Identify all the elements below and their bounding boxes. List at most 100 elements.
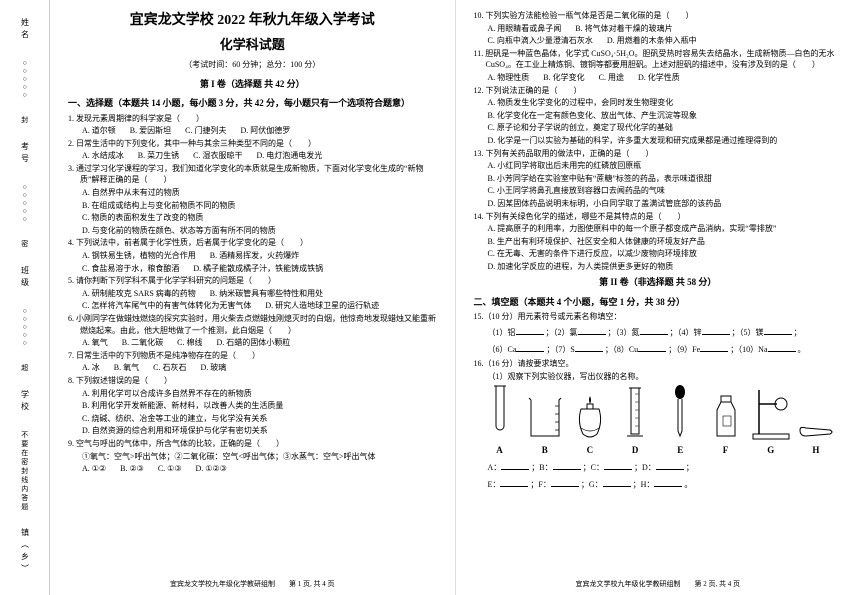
subject-title: 化学科试题 [68,35,437,55]
q3: 3. 通过学习化学课程的学习，我们知道化学变化的本质就是生成新物质，下面对化学变… [68,163,437,186]
q9-b: B. ②③ [120,463,144,475]
q5: 5. 请你判断下列学科不属于化学学科研究的问题是（ ） [68,275,437,287]
blank[interactable] [604,461,632,470]
q6-a: A. 氧气 [82,337,108,349]
q4-a: A. 钢铁易生锈，植物的光合作用 [82,250,196,262]
sectionB-title: 二、填空题（本题共 4 个小题，每空 1 分，共 38 分） [474,296,843,310]
q1: 1. 发现元素周期律的科学家是（ ） [68,113,437,125]
blank[interactable] [578,326,606,335]
q14-b: B. 生产出有利环境保护、社区安全和人体健康的环境友好产品 [474,236,843,248]
q7-c: C. 石灰石 [153,362,186,374]
q5-b: B. 纳米碳管具有哪些特性和用处 [210,288,323,300]
q12-c: C. 原子论和分子学说的创立，奠定了现代化学的基础 [474,122,843,134]
fEnd: 。 [684,480,692,489]
apparatus-G: G [751,384,791,458]
q15-8: ；（8）Cu [605,345,638,354]
blank[interactable] [654,478,682,487]
q8-c: C. 烧碱、纺织、冶金等工业的建立，与化学没有关系 [68,413,437,425]
q5-c: C. 怎样将汽车尾气中的有害气体转化为无害气体 [82,300,251,312]
part1-title: 第 I 卷（选择题 共 42 分） [68,78,437,92]
q14-c: C. 在无毒、无害的条件下进行反应，以减少废物向环境排放 [474,248,843,260]
blank[interactable] [638,343,666,352]
blank[interactable] [575,343,603,352]
margin-word-2: 密 [19,240,30,249]
q11: 11. 胆矾是一种蓝色晶体，化学式 CuSO₄·5H₂O。胆矾受热时容易失去结晶… [474,48,843,71]
blank[interactable] [656,461,684,470]
fC: ；C： [583,463,604,472]
blank[interactable] [702,326,730,335]
blank[interactable] [516,326,544,335]
apparatus-row: A B C D [480,389,837,457]
bottle-icon [711,392,741,442]
q15-6: （6）Ca [488,345,517,354]
q11-c: C. 用途 [599,72,624,84]
dropper-icon [672,384,688,442]
q5-a: A. 研制能攻克 SARS 病毒的药物 [82,288,196,300]
q6-opts: A. 氧气 B. 二氧化碳 C. 棉线 D. 石蜡的固体小颗粒 [68,337,437,349]
footer-2: 宜宾龙文学校九年级化学教研组制 第 2 页, 共 4 页 [474,575,843,590]
margin-dots-3: ○○○○○ [19,307,30,347]
q4-opts2: C. 食盐易溶于水，粮食酿酒 D. 橘子能散成橘子汁，铁能铸成铁锅 [68,263,437,275]
margin-word-1: 封 [19,116,30,125]
q11-opts: A. 物理性质 B. 化学变化 C. 用途 D. 化学性质 [474,72,843,84]
margin-label-school: 学校 [19,390,31,414]
alcohol-lamp-icon [573,392,607,442]
blank[interactable] [768,343,796,352]
label-E: E [677,444,683,458]
q13: 13. 下列有关药品取用的做法中，正确的是（ ） [474,148,843,160]
q4: 4. 下列说法中，前者属于化学性质，后者属于化学变化的是（ ） [68,237,437,249]
q10-b: B. 将气体对着干燥的玻璃片 [575,23,672,35]
q3-b: B. 在组成或结构上与变化前物质不同的物质 [68,200,437,212]
q16-1: （1）观察下列实验仪器，写出仪器的名称。 [474,371,843,383]
q15-end2: 。 [798,345,806,354]
apparatus-C: C [570,392,610,458]
blank[interactable] [500,478,528,487]
part2-title: 第 II 卷（非选择题 共 58 分） [474,276,843,290]
iron-stand-icon [751,384,791,442]
blank[interactable] [764,326,792,335]
q8-d: D. 自然资源的综合利用和环境保护与化学有密切关系 [68,425,437,437]
q15-end1: ； [794,328,802,337]
q2-b: B. 菜刀生锈 [138,150,179,162]
q15-9: ；（9）Fe [668,345,700,354]
q2-c: C. 湿衣服晾干 [193,150,242,162]
q7-a: A. 冰 [82,362,100,374]
test-tube-icon [491,384,509,442]
q10-c: C. 向瓶中滴入少量澄清石灰水 [488,35,593,47]
blank[interactable] [553,461,581,470]
q5-opts2: C. 怎样将汽车尾气中的有害气体转化为无害气体 D. 研究人造地球卫星的运行轨迹 [68,300,437,312]
blank[interactable] [700,343,728,352]
blank[interactable] [551,478,579,487]
label-G: G [767,444,774,458]
label-B: B [542,444,548,458]
q15: 15.（10 分）用元素符号或元素名称填空： [474,311,843,323]
blank[interactable] [501,461,529,470]
q1-opts: A. 道尔顿 B. 爱因斯坦 C. 门捷列夫 D. 阿伏伽德罗 [68,125,437,137]
margin-dots-2: ○○○○○ [19,183,30,223]
sectionA-title: 一、选择题（本题共 14 小题，每小题 3 分，共 42 分，每小题只有一个选项… [68,97,437,111]
q12-b: B. 化学变化在一定有颜色变化、放出气体、产生沉淀等现象 [474,110,843,122]
margin-word-3: 超 [19,364,30,373]
q14-a: A. 提高原子的利用率，力图使原料中的每一个原子都变成产品消纳，实现“零排放” [474,223,843,235]
q6-b: B. 二氧化碳 [122,337,163,349]
fA: A： [488,463,502,472]
blank[interactable] [603,478,631,487]
q8: 8. 下列叙述错误的是（ ） [68,375,437,387]
q2-a: A. 水结成冰 [82,150,124,162]
q9-d: D. ①②③ [196,463,227,475]
q8-b: B. 利用化学开发新能源、新材料，以改善人类的生活质量 [68,400,437,412]
q9-c: C. ①③ [158,463,182,475]
q6-d: D. 石蜡的固体小颗粒 [216,337,290,349]
q9-a: A. ①② [82,463,106,475]
q11-d: D. 化学性质 [638,72,680,84]
spoon-icon [796,412,836,442]
q14-d: D. 加速化学反应的进程，为人类提供更多更好的物质 [474,261,843,273]
q3-d: D. 与变化前的物质在颜色、状态等方面有所不同的物质 [68,225,437,237]
q15-7: ；（7）S [546,345,574,354]
q9: 9. 空气与呼出的气体中，所含气体的比较，正确的是（ ） [68,438,437,450]
q15-1: （1）铝 [488,328,516,337]
blank[interactable] [516,343,544,352]
q11-a: A. 物理性质 [488,72,530,84]
blank[interactable] [640,326,668,335]
cylinder-icon [625,384,645,442]
